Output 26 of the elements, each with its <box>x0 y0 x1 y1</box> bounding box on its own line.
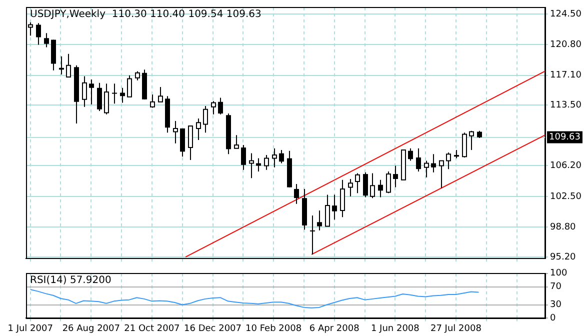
x-tick-label: 26 Aug 2007 <box>62 324 120 334</box>
chart-title: USDJPY,Weekly 110.30 110.40 109.54 109.63 <box>30 8 262 20</box>
x-tick-label: 21 Oct 2007 <box>124 324 180 334</box>
y-tick-label: 0 <box>550 314 556 324</box>
x-tick-label: 1 Jul 2007 <box>8 324 53 334</box>
candlestick <box>59 56 64 75</box>
x-tick-label: 10 Feb 2008 <box>246 324 302 334</box>
chart-title: RSI(14) 57.9200 <box>30 274 112 286</box>
y-tick-label: 70 <box>550 282 562 292</box>
x-tick-label: 27 Jul 2008 <box>430 324 482 334</box>
y-tick-label: 124.50 <box>550 9 582 20</box>
candlestick <box>112 84 117 104</box>
x-tick-label: 6 Apr 2008 <box>309 324 360 334</box>
y-tick-label: 102.50 <box>550 192 582 202</box>
candlestick <box>310 215 315 254</box>
y-tick-label: 113.50 <box>550 100 582 111</box>
y-tick-label: 106.20 <box>550 161 582 172</box>
y-tick-label: 120.80 <box>550 40 582 50</box>
ref-line-label: 109.63 <box>549 132 580 143</box>
y-tick-label: 30 <box>550 300 562 310</box>
y-tick-label: 100 <box>550 268 568 279</box>
x-tick-label: 1 Jun 2008 <box>370 324 420 334</box>
x-tick-label: 16 Dec 2007 <box>184 324 242 334</box>
y-tick-label: 98.80 <box>550 222 576 232</box>
y-tick-label: 95.20 <box>550 252 576 262</box>
y-tick-label: 117.10 <box>550 70 582 81</box>
